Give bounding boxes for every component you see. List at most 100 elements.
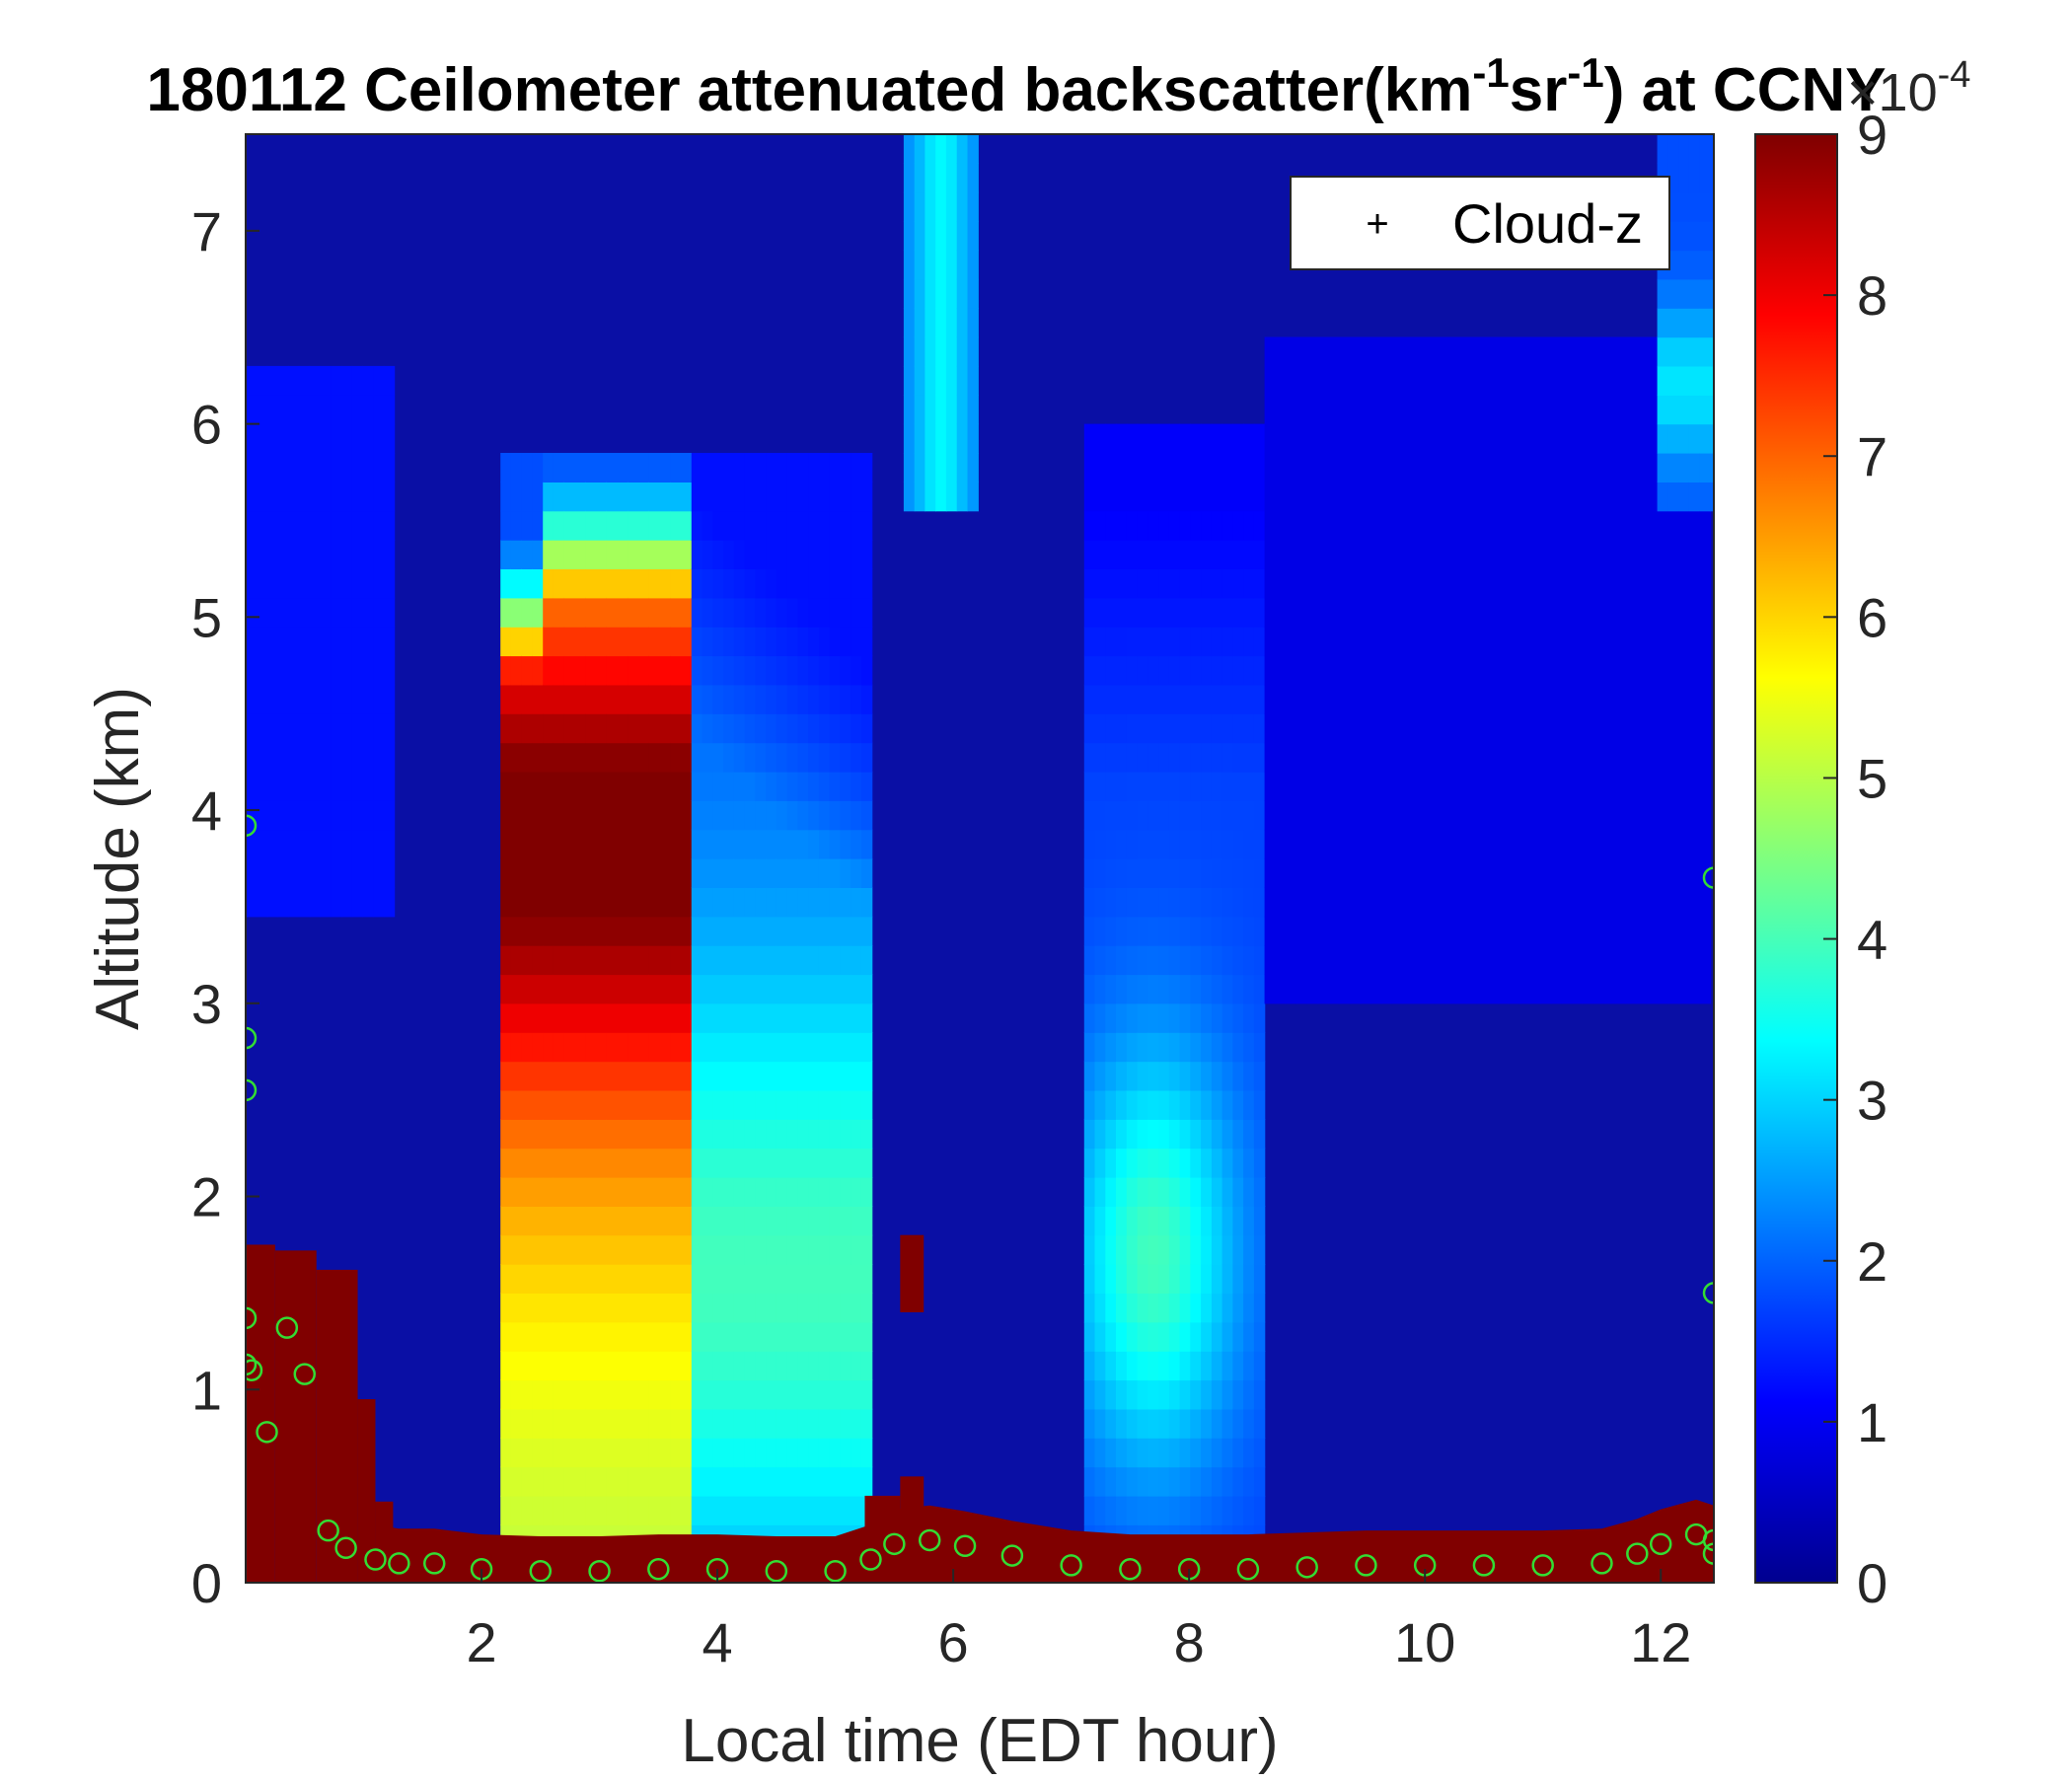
heatmap-cell [532, 684, 544, 714]
heatmap-cell [1349, 627, 1362, 657]
heatmap-cell [925, 191, 936, 222]
heatmap-cell [1179, 1293, 1191, 1323]
heatmap-cell [1710, 134, 1714, 164]
heatmap-cell [670, 1264, 682, 1294]
heatmap-cell [1688, 365, 1701, 396]
heatmap-cell [1147, 1032, 1159, 1063]
heatmap-cell [298, 453, 311, 482]
heatmap-cell [1487, 540, 1499, 569]
heatmap-cell [691, 482, 703, 512]
heatmap-cell [1328, 945, 1340, 976]
heatmap-cell [1444, 684, 1456, 714]
heatmap-cell [840, 597, 851, 628]
heatmap-cell [681, 1264, 693, 1294]
heatmap-cell [1116, 423, 1128, 454]
heatmap-cell [851, 742, 862, 773]
heatmap-cell [1232, 597, 1244, 628]
heatmap-cell [532, 597, 544, 628]
heatmap-cell [288, 540, 300, 569]
aerosol-layer-marker [364, 1548, 387, 1571]
aerosol-layer-marker [953, 1534, 977, 1558]
heatmap-cell [1232, 540, 1244, 569]
heatmap-cell [670, 887, 682, 918]
heatmap-cell [1381, 858, 1393, 888]
heatmap-cell [1360, 945, 1371, 976]
heatmap-cell [1179, 1495, 1191, 1525]
heatmap-cell [712, 510, 724, 541]
heatmap-cell [373, 742, 385, 773]
heatmap-cell [553, 655, 565, 686]
heatmap-cell [1137, 568, 1148, 599]
heatmap-cell [1264, 887, 1276, 918]
heatmap-cell [543, 482, 555, 512]
heatmap-cell [340, 597, 353, 628]
heatmap-cell [543, 1002, 555, 1033]
heatmap-cell [1105, 887, 1117, 918]
heatmap-cell [1614, 365, 1626, 396]
heatmap-cell [585, 1002, 597, 1033]
heatmap-cell [1253, 1148, 1266, 1178]
heatmap-cell [638, 568, 650, 599]
heatmap-cell [1509, 540, 1520, 569]
heatmap-cell [1476, 713, 1489, 744]
heatmap-cell [786, 1119, 798, 1150]
heatmap-cell [1678, 540, 1690, 569]
heatmap-cell [860, 974, 873, 1004]
heatmap-cell [617, 655, 629, 686]
heatmap-cell [351, 365, 363, 396]
heatmap-cell [691, 1379, 703, 1410]
heatmap-cell [1306, 568, 1319, 599]
heatmap-cell [766, 974, 777, 1004]
heatmap-cell [935, 191, 947, 222]
heatmap-cell [1158, 655, 1170, 686]
heatmap-cell [563, 742, 576, 773]
heatmap-cell [808, 742, 820, 773]
heatmap-cell [1636, 916, 1648, 946]
heatmap-cell [1349, 916, 1362, 946]
heatmap-cell [808, 829, 820, 859]
heatmap-cell [1126, 482, 1139, 512]
heatmap-cell [1137, 1293, 1148, 1323]
x-tick-label: 8 [1174, 1611, 1205, 1673]
heatmap-cell [1657, 945, 1668, 976]
heatmap-cell [1286, 684, 1297, 714]
heatmap-cell [1147, 510, 1159, 541]
heatmap-cell [1201, 1438, 1213, 1468]
heatmap-cell [744, 916, 756, 946]
heatmap-cell [543, 1119, 555, 1150]
heatmap-cell [574, 1206, 586, 1236]
heatmap-cell [1295, 655, 1308, 686]
heatmap-cell [659, 916, 671, 946]
heatmap-cell [1667, 278, 1679, 309]
heatmap-cell [851, 829, 862, 859]
heatmap-cell [681, 1293, 693, 1323]
heatmap-cell [1338, 713, 1351, 744]
heatmap-cell [331, 684, 342, 714]
heatmap-cell [1094, 1206, 1106, 1236]
heatmap-cell [1349, 655, 1362, 686]
heatmap-cell [266, 800, 278, 831]
heatmap-cell [1306, 453, 1319, 482]
heatmap-cell [755, 829, 767, 859]
heatmap-cell [755, 1177, 767, 1207]
heatmap-cell [1190, 945, 1202, 976]
heatmap-cell [733, 829, 746, 859]
heatmap-cell [1381, 887, 1393, 918]
heatmap-cell [596, 887, 608, 918]
heatmap-cell [1688, 453, 1701, 482]
heatmap-cell [1243, 1408, 1255, 1439]
heatmap-cell [691, 916, 703, 946]
heatmap-cell [585, 568, 597, 599]
heatmap-cell [574, 540, 586, 569]
heatmap-cell [309, 627, 321, 657]
heatmap-cell [1306, 540, 1319, 569]
heatmap-cell [1286, 800, 1297, 831]
heatmap-cell [521, 1351, 534, 1381]
heatmap-cell [617, 482, 629, 512]
heatmap-cell [766, 1438, 777, 1468]
heatmap-cell [500, 1148, 512, 1178]
heatmap-cell [797, 1119, 809, 1150]
heatmap-cell [1657, 453, 1668, 482]
heatmap-cell [851, 1264, 862, 1294]
heatmap-cell [1498, 597, 1510, 628]
